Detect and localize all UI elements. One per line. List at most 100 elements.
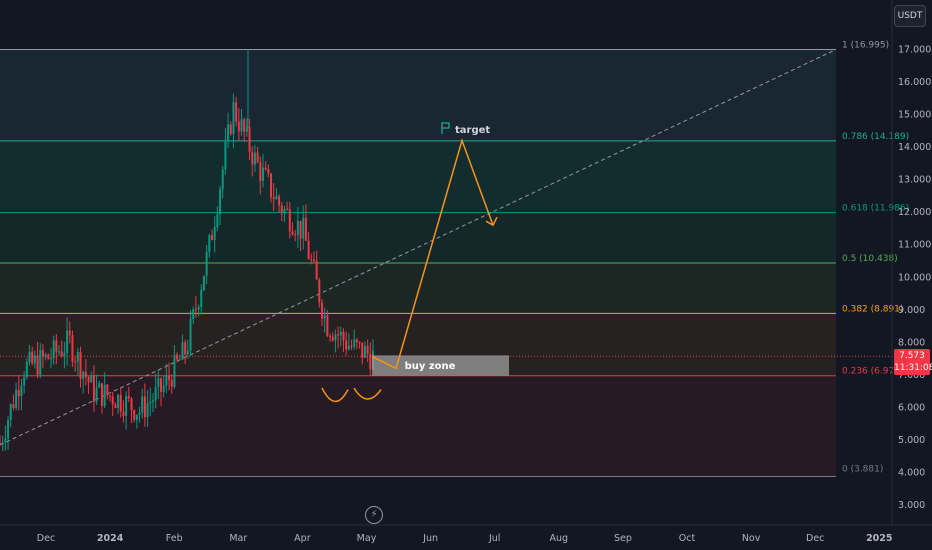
candle-body [98,383,101,388]
y-tick-label: 12.000 [898,207,931,218]
candle-body [122,411,125,416]
candle-body [28,351,31,362]
candle-body [296,220,299,235]
candle-body [0,443,1,445]
candle-body [331,336,334,341]
candle-body [25,361,28,378]
bottom-arc[interactable] [353,387,382,400]
y-tick-label: 10.000 [898,272,931,283]
candle-body [7,420,10,439]
candle-body [302,217,305,239]
candle-body [162,385,165,392]
candle-body [299,220,302,239]
candle-body [232,102,235,134]
candle-body [135,414,138,420]
candle-body [248,127,251,152]
candle-body [130,398,133,411]
candle-body [200,290,203,308]
candle-body [141,396,144,413]
candle-body [71,335,74,362]
candle-body [168,375,171,380]
candle-body [243,119,246,132]
candle-body [186,350,189,355]
candle-body [189,318,192,351]
candle-body [92,375,95,402]
buy-zone-label: buy zone [405,361,456,372]
candle-body [173,354,176,387]
y-tick-label: 11.000 [898,240,931,251]
candle-body [361,342,364,358]
candle-body [366,346,369,354]
y-tick-label: 4.000 [898,468,925,479]
candle-body [39,350,42,375]
candle-body [227,124,230,142]
lightning-icon[interactable]: ⚡ [365,506,383,524]
candle-body [270,173,273,198]
candle-body [240,119,243,132]
candle-body [23,377,26,386]
fib-band [0,140,836,213]
bottom-arc[interactable] [321,387,349,403]
candle-body [202,275,205,291]
candle-body [307,240,310,259]
candle-body [178,359,181,361]
candle-body [259,162,262,181]
candle-body [103,384,106,406]
candle-body [286,208,289,210]
flag-icon [441,122,450,134]
candle-body [1,442,4,444]
candle-body [334,334,337,341]
candle-body [74,361,77,363]
target-label: target [455,125,490,136]
fib-level-label: 0.382 (8.891) [842,304,903,314]
fib-level-label: 1 (16.995) [842,41,889,51]
candle-body [149,401,152,404]
candle-body [36,355,39,375]
candle-body [267,169,270,174]
candle-body [358,342,361,344]
trend-line[interactable] [0,49,837,446]
candle-body [283,208,286,214]
buy-zone-box[interactable] [372,355,509,376]
candle-body [146,403,149,417]
candle-body [31,351,34,364]
x-tick-label: Oct [679,533,696,544]
candle-body [176,354,179,360]
candle-body [95,387,98,402]
candle-body [278,196,281,206]
candle-body [342,331,345,341]
candle-body [9,404,12,421]
candle-body [76,351,79,362]
currency-button[interactable]: USDT [894,5,926,27]
candle-body [329,335,332,337]
fib-band [0,49,836,141]
candle-body [58,351,61,353]
candle-body [143,396,146,417]
projection-path[interactable] [371,138,494,370]
candle-body [192,309,195,319]
candle-body [84,371,87,378]
candle-body [291,231,294,235]
candle-body [20,385,23,397]
candle-body [127,396,130,399]
fib-band [0,212,836,263]
y-tick-label: 16.000 [898,77,931,88]
candle-body [264,167,267,170]
y-tick-label: 17.000 [898,44,931,55]
candle-body [221,169,224,190]
y-tick-label: 9.000 [898,305,925,316]
fib-level-label: 0.5 (10.438) [842,254,898,264]
candle-body [288,209,291,232]
price-badge-countdown: 11:31:08 [894,363,932,373]
candle-body [79,351,82,379]
candle-body [210,235,213,241]
candle-body [106,384,109,396]
candle-body [111,396,114,405]
candle-body [41,350,44,358]
fib-band [0,375,836,477]
y-tick-label: 14.000 [898,142,931,153]
candle-body [347,345,350,350]
fib-level-label: 0.236 (6.976) [842,367,903,377]
